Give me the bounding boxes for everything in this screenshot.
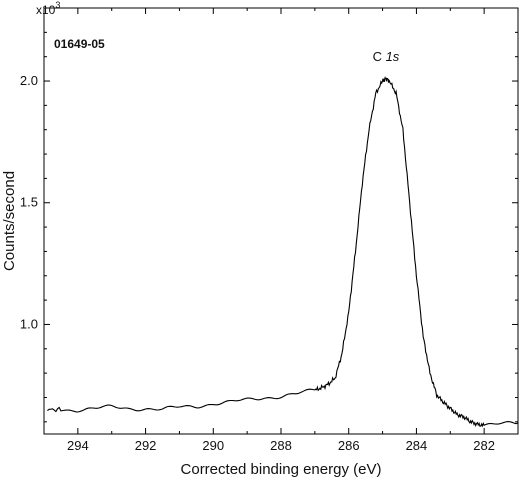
peak-label: C 1s xyxy=(373,49,400,64)
spectrum-line xyxy=(47,76,519,428)
y-tick-label: 1.0 xyxy=(20,316,38,331)
x-tick-label: 288 xyxy=(270,438,292,453)
x-tick-label: 290 xyxy=(202,438,224,453)
y-multiplier-label: x103 xyxy=(36,0,60,17)
plot-frame xyxy=(43,7,519,435)
x-tick-label: 294 xyxy=(67,438,89,453)
axis-tick-labels: 294 292 290 288 286 284 282 1.0 1.5 2.0 xyxy=(20,73,495,453)
y-axis-label: Counts/second xyxy=(1,171,18,271)
y-tick-label: 1.5 xyxy=(20,195,38,210)
x-tick-label: 282 xyxy=(473,438,495,453)
x-tick-label: 284 xyxy=(406,438,428,453)
x-axis-label: Corrected binding energy (eV) xyxy=(181,461,382,478)
x-tick-label: 292 xyxy=(135,438,157,453)
y-tick-label: 2.0 xyxy=(20,73,38,88)
axis-ticks xyxy=(43,8,519,434)
x-tick-label: 286 xyxy=(338,438,360,453)
peak-label-orbital: 1s xyxy=(386,49,400,64)
y-multiplier-exponent: 3 xyxy=(55,0,60,10)
sample-id-label: 01649-05 xyxy=(54,37,105,51)
